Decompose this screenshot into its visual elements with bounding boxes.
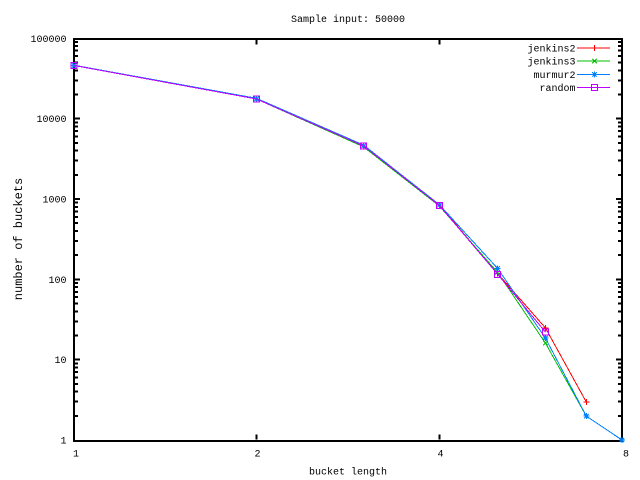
svg-text:4: 4: [437, 450, 443, 461]
svg-text:8: 8: [623, 450, 629, 461]
svg-text:1: 1: [60, 437, 66, 448]
svg-text:100: 100: [48, 276, 66, 287]
svg-text:Sample input: 50000: Sample input: 50000: [291, 14, 405, 26]
svg-text:100000: 100000: [30, 35, 66, 46]
svg-text:2: 2: [254, 450, 260, 461]
svg-text:1: 1: [73, 450, 79, 461]
svg-text:jenkins2: jenkins2: [527, 44, 575, 56]
svg-text:10000: 10000: [36, 115, 66, 126]
svg-text:10: 10: [54, 356, 66, 367]
svg-text:jenkins3: jenkins3: [527, 57, 575, 69]
svg-text:bucket length: bucket length: [309, 467, 387, 479]
svg-text:murmur2: murmur2: [533, 71, 575, 82]
svg-text:random: random: [539, 83, 575, 95]
svg-text:1000: 1000: [42, 196, 66, 207]
svg-text:number of buckets: number of buckets: [12, 178, 26, 300]
